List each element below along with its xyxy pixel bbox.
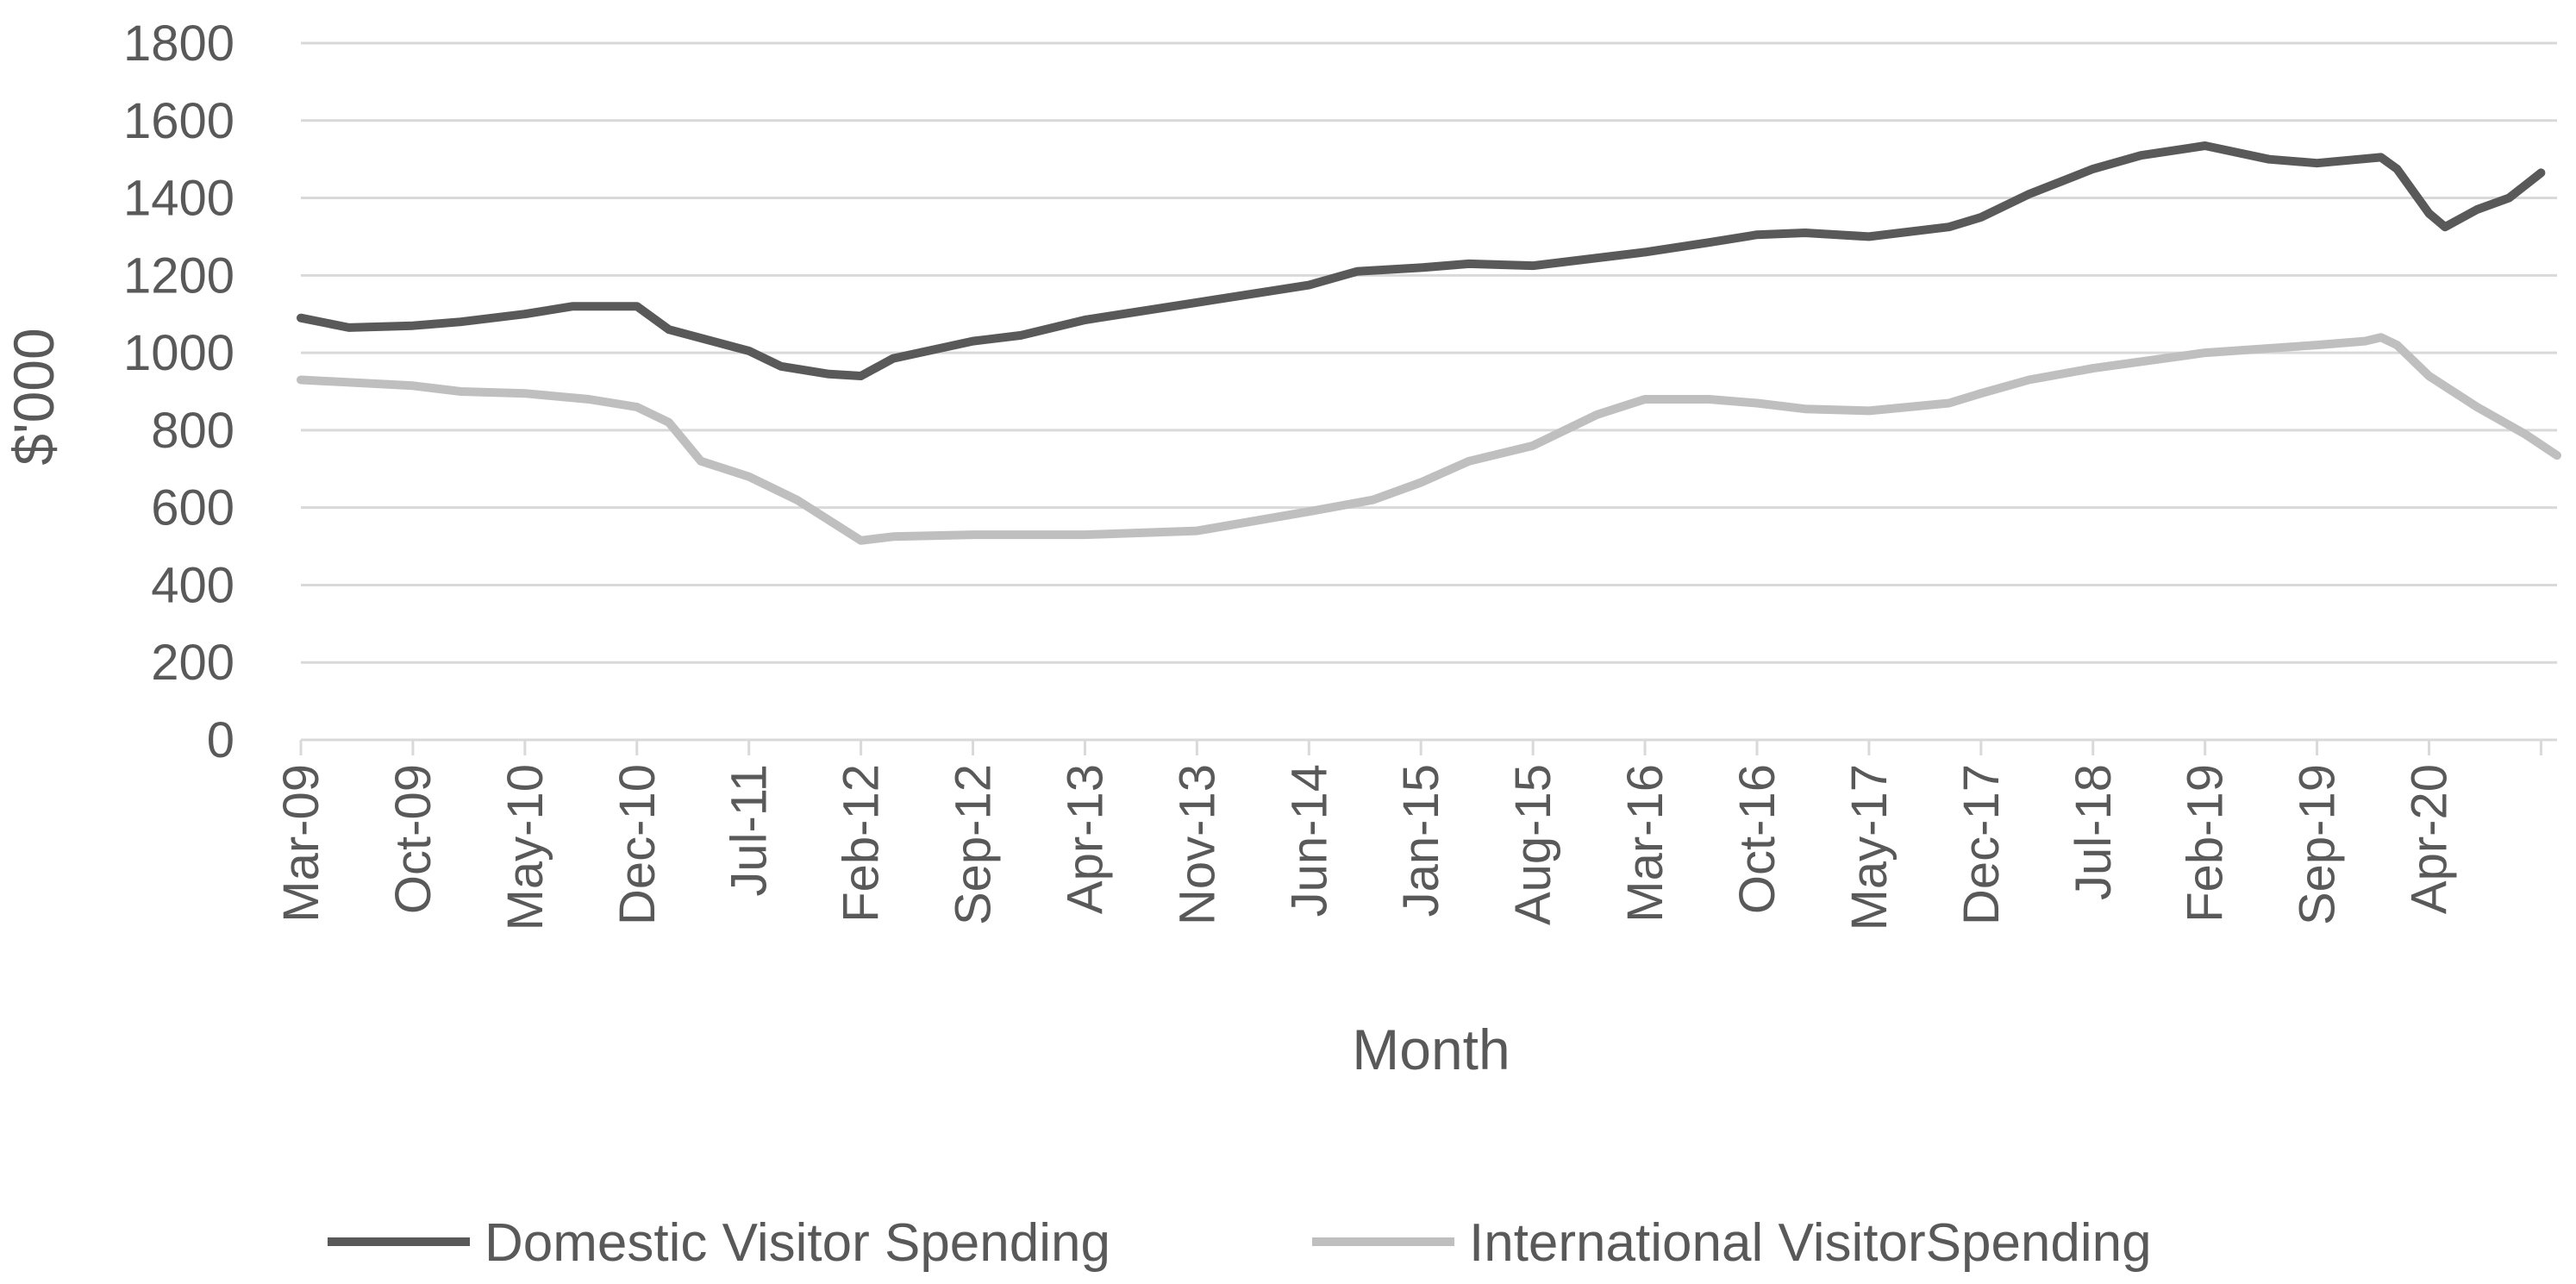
y-tick-label: 1200	[123, 247, 234, 304]
x-tick-label: Oct-09	[385, 764, 441, 914]
x-tick-label: Nov-13	[1169, 764, 1225, 925]
x-axis-ticks: Mar-09 Oct-09 May-10 Dec-10 Jul-11 Feb-12 Sep-…	[273, 740, 2542, 930]
series-lines	[297, 141, 2561, 545]
x-tick-label: Feb-19	[2178, 764, 2234, 923]
x-tick-label: Mar-16	[1617, 764, 1673, 923]
legend-label-domestic: Domestic Visitor Spending	[485, 1213, 1110, 1273]
y-tick-label: 1800	[123, 16, 234, 72]
y-tick-label: 1400	[123, 171, 234, 227]
x-tick-label: Sep-19	[2290, 764, 2346, 925]
series-line-domestic	[297, 141, 2546, 380]
x-tick-label: Feb-12	[834, 764, 890, 923]
legend-label-international: International VisitorSpending	[1469, 1213, 2152, 1273]
y-axis-title: $'000	[2, 328, 66, 465]
x-tick-label: Dec-17	[1954, 764, 2010, 925]
x-axis-title: Month	[1352, 1018, 1510, 1081]
x-tick-label: Apr-13	[1057, 764, 1113, 914]
legend: Domestic Visitor Spending International …	[328, 1213, 2152, 1273]
x-tick-label: Oct-16	[1729, 764, 1785, 914]
legend-item-domestic: Domestic Visitor Spending	[328, 1213, 1110, 1273]
y-tick-label: 1600	[123, 93, 234, 149]
y-tick-label: 200	[151, 635, 234, 691]
x-tick-label: Jan-15	[1393, 764, 1449, 917]
legend-item-international: International VisitorSpending	[1312, 1213, 2152, 1273]
x-tick-label: Sep-12	[946, 764, 1002, 925]
y-tick-label: 800	[151, 403, 234, 459]
x-tick-label: Jul-18	[2066, 764, 2122, 900]
x-tick-label: Jul-11	[722, 764, 778, 897]
y-tick-label: 600	[151, 480, 234, 536]
x-tick-label: Aug-15	[1505, 764, 1561, 925]
series-line-international	[297, 333, 2561, 545]
x-tick-label: Mar-09	[273, 764, 329, 923]
x-tick-label: Apr-20	[2402, 764, 2458, 914]
y-axis-ticks: 0 200 400 600 800 1000 1200 1400 1600 1800	[123, 16, 234, 768]
y-tick-label: 1000	[123, 325, 234, 381]
x-tick-label: May-10	[497, 764, 553, 930]
x-tick-label: Dec-10	[610, 764, 666, 925]
y-tick-label: 400	[151, 557, 234, 613]
x-tick-label: Jun-14	[1281, 764, 1337, 917]
y-tick-label: 0	[207, 712, 234, 768]
x-tick-label: May-17	[1841, 764, 1898, 930]
